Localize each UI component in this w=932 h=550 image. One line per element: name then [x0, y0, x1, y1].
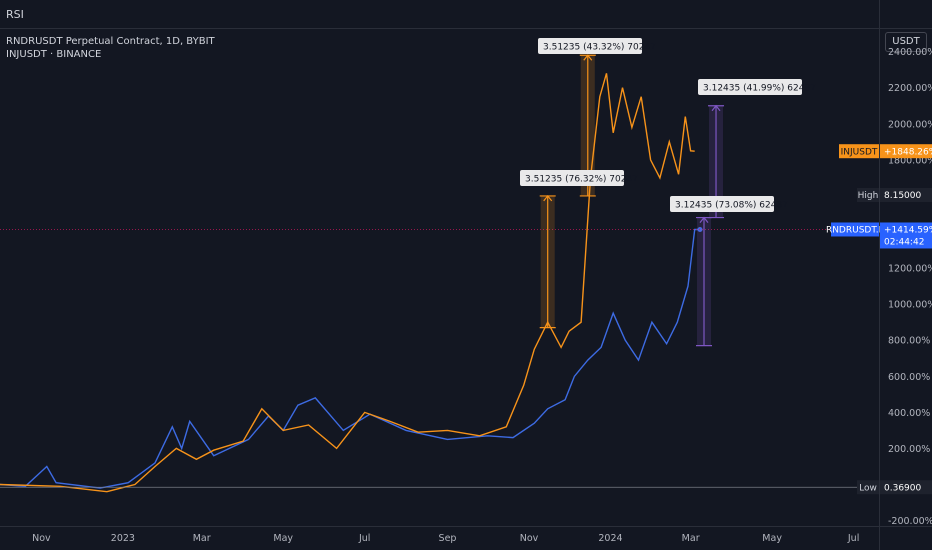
x-tick-label: Jul: [847, 533, 859, 544]
y-tick-label: 600.00%: [888, 372, 930, 383]
measure-label-3: 3.12435 (73.08%) 62487: [675, 201, 788, 211]
measure-label-2: 3.12435 (41.99%) 62487: [703, 84, 816, 94]
legend-rndr[interactable]: RNDRUSDT Perpetual Contract, 1D, BYBIT: [6, 36, 215, 47]
measure-label-box-2: [698, 79, 802, 95]
measure-label-box-3: [670, 196, 774, 212]
x-tick-label: 2024: [598, 533, 622, 544]
measure-arrowhead-2: [711, 104, 721, 112]
y-tick-label: 400.00%: [888, 408, 930, 419]
x-tick-label: Jul: [358, 533, 370, 544]
inj-tag-label-bg: [839, 144, 879, 159]
rndr-tag-value-bg: [880, 222, 932, 249]
high-tag-value: 8.15000: [884, 191, 921, 201]
rndr-tag-label: RNDRUSDT.P: [826, 226, 885, 236]
x-tick-label: Mar: [193, 533, 211, 544]
inj-tag-value: +1848.26%: [884, 147, 932, 157]
price-axis-divider: [879, 0, 880, 550]
measure-label-box-0: [538, 38, 642, 54]
y-tick-label: -200.00%: [888, 516, 932, 527]
legend-inj[interactable]: INJUSDT · BINANCE: [6, 49, 102, 60]
rsi-indicator-label[interactable]: RSI: [6, 8, 24, 21]
rndr-tag-label-bg: [831, 222, 879, 237]
low-tag-label-bg: [857, 480, 879, 495]
y-tick-label: 800.00%: [888, 336, 930, 347]
inj-tag-value-bg: [880, 144, 932, 159]
low-tag-value-bg: [880, 480, 932, 495]
measure-label-0: 3.51235 (43.32%) 70247: [543, 43, 656, 53]
low-tag-label: Low: [859, 483, 877, 493]
series-line-1[interactable]: [0, 73, 695, 493]
measure-arrowhead-3: [699, 216, 709, 223]
y-tick-label: 2000.00%: [888, 119, 932, 130]
x-tick-label: Sep: [439, 533, 457, 544]
y-tick-label: 1200.00%: [888, 264, 932, 275]
x-tick-label: May: [762, 533, 782, 544]
y-tick-label: 2200.00%: [888, 83, 932, 94]
x-tick-label: 2023: [111, 533, 135, 544]
inj-tag-label: INJUSDT: [841, 147, 878, 157]
x-tick-label: Mar: [682, 533, 700, 544]
x-tick-label: May: [273, 533, 293, 544]
measure-arrowhead-0: [583, 54, 593, 61]
low-tag-value: 0.36900: [884, 483, 921, 493]
high-tag-label-bg: [857, 188, 879, 202]
currency-button[interactable]: USDT: [885, 32, 927, 52]
x-tick-label: Nov: [520, 533, 539, 544]
series-line-0[interactable]: [0, 228, 700, 489]
time-axis-divider: [0, 526, 932, 527]
y-tick-label: 200.00%: [888, 444, 930, 455]
measure-arrowhead-1: [543, 194, 553, 202]
rndr-countdown: 02:44:42: [884, 237, 924, 247]
measure-label-1: 3.51235 (76.32%) 70247: [525, 175, 638, 185]
top-toolbar: RSI: [0, 0, 932, 29]
rndr-tag-value: +1414.59%: [884, 226, 932, 236]
measure-label-box-1: [520, 170, 624, 186]
high-tag-value-bg: [880, 188, 932, 202]
high-tag-label: High: [858, 191, 879, 201]
y-tick-label: 1000.00%: [888, 300, 932, 311]
y-tick-label: 1800.00%: [888, 155, 932, 166]
x-tick-label: Nov: [32, 533, 51, 544]
y-tick-label: 2400.00%: [888, 47, 932, 58]
